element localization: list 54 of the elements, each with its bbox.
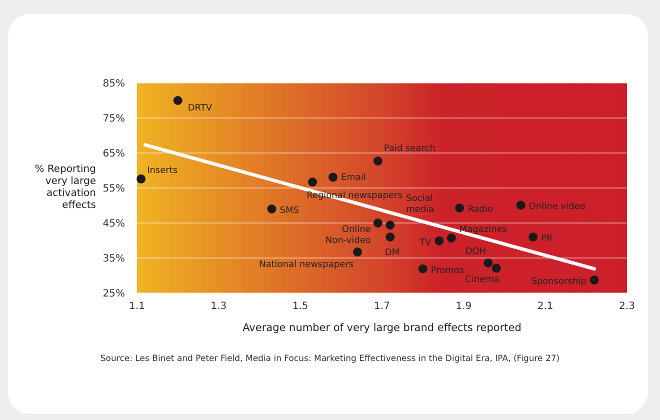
x-tick-label: 1.3	[210, 301, 227, 312]
annotation: Social media	[406, 194, 434, 216]
point	[386, 220, 395, 230]
x-tick-label: 1.9	[456, 301, 472, 312]
annotation: DM	[384, 248, 400, 258]
annotation: DRTV	[188, 104, 213, 114]
point	[528, 232, 538, 242]
x-tick-label: 1.5	[292, 301, 308, 312]
point	[446, 234, 456, 243]
point	[516, 200, 526, 210]
y-tick-label: 55%	[102, 184, 125, 194]
point	[484, 258, 493, 268]
point	[373, 156, 382, 166]
y-tick-label: 85%	[102, 78, 125, 90]
point	[173, 96, 182, 105]
x-tick-label: 2.3	[619, 301, 635, 312]
point	[492, 264, 501, 273]
point	[373, 218, 382, 228]
annotation: Radio	[468, 204, 494, 215]
annotation: PR	[541, 234, 553, 244]
x-tick-label: 1.7	[374, 301, 390, 312]
x-axis-title: Average number of very large brand effects reported	[242, 322, 522, 334]
point	[386, 232, 395, 242]
annotation: Cinema	[465, 275, 500, 286]
y-tick-label: 25%	[102, 288, 125, 300]
annotation: Paid search	[384, 144, 436, 154]
annotation: National newspapers	[258, 260, 354, 270]
y-tick-label: 75%	[102, 114, 125, 124]
y-axis-title: % Reporting very large activation effects	[34, 164, 96, 211]
point	[418, 264, 428, 274]
y-tick-label: 65%	[102, 148, 125, 160]
annotation: Magazines	[459, 225, 508, 236]
point	[353, 248, 362, 257]
x-tick-label: 1.1	[129, 301, 145, 312]
point	[455, 203, 464, 212]
annotation: Online video	[528, 202, 586, 212]
annotation: Online Non-video	[325, 225, 372, 246]
y-tick-label: 35%	[102, 254, 125, 264]
source-note: Source: Les Binet and Peter Field, Media in Focus: Marketing Effectiveness in the Digital Era, IPA, (Figure 27)	[100, 354, 560, 364]
point	[434, 236, 444, 246]
point	[590, 276, 599, 285]
annotation: Promos	[430, 266, 464, 276]
point	[308, 178, 318, 187]
point	[328, 172, 338, 182]
point	[136, 174, 146, 184]
y-tick-label: 45%	[102, 218, 125, 230]
x-tick-label: 2.1	[537, 301, 554, 312]
annotation: Email	[341, 173, 366, 184]
annotation: Sponsorship	[531, 277, 587, 288]
annotation: SMS	[280, 206, 300, 216]
annotation: Inserts	[147, 166, 178, 176]
annotation: DOH	[465, 246, 486, 257]
annotation: TV	[418, 238, 432, 248]
point	[267, 204, 276, 214]
